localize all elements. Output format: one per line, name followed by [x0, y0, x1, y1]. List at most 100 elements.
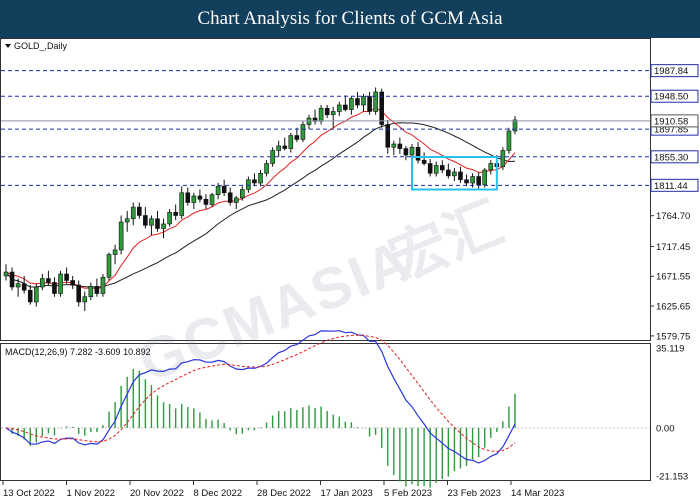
- candle: [3, 264, 9, 281]
- candle: [252, 173, 257, 187]
- time-tick-label: 8 Dec 2022: [194, 488, 243, 499]
- time-tick-label: 28 Dec 2022: [257, 488, 311, 499]
- candle: [482, 168, 488, 188]
- candle: [173, 204, 178, 221]
- candle: [276, 140, 281, 157]
- candle: [240, 186, 245, 201]
- candle: [209, 192, 215, 208]
- symbol-label: GOLD_,Daily: [5, 41, 68, 51]
- level-tag: [650, 89, 699, 103]
- candle: [421, 152, 427, 166]
- candle: [233, 196, 239, 209]
- candle: [379, 88, 384, 128]
- level-label: 1855.30: [654, 152, 688, 163]
- candle: [9, 267, 15, 291]
- candle: [221, 179, 227, 196]
- candle: [246, 176, 251, 193]
- level-tag: [650, 150, 699, 164]
- candle: [452, 168, 457, 182]
- price-tick-label: 1625.65: [656, 302, 690, 313]
- candle: [94, 278, 100, 297]
- candle: [137, 202, 142, 219]
- price-tick-label: 1717.45: [656, 242, 690, 253]
- price-tick-label: 1764.70: [656, 211, 690, 222]
- level-label: 1948.50: [654, 92, 688, 103]
- candle: [88, 282, 94, 300]
- candle: [185, 187, 191, 206]
- candle: [343, 95, 348, 112]
- candle: [100, 274, 106, 297]
- candle: [403, 145, 409, 161]
- candle: [488, 160, 494, 175]
- candle: [373, 87, 378, 115]
- price-axis: 1987.84 1948.50 1897.85 1855.30 1811.44 1910.…: [650, 64, 699, 342]
- candle: [46, 270, 51, 286]
- range-box: [410, 156, 498, 191]
- candle: [82, 291, 88, 312]
- candle: [385, 119, 391, 154]
- macd-label: MACD(12,26,9) 7.282 -3.609 10.892: [5, 347, 151, 357]
- time-tick-label: 17 Jan 2023: [321, 488, 373, 499]
- candles: [3, 87, 518, 312]
- candle: [197, 189, 203, 203]
- time-tick-label: 14 Mar 2023: [511, 488, 564, 499]
- current-price-tag: [650, 114, 699, 128]
- candle: [27, 285, 33, 305]
- candle: [264, 160, 269, 177]
- candle: [464, 174, 469, 187]
- candle: [33, 283, 39, 307]
- signal-line: [5, 334, 516, 452]
- candle: [167, 209, 172, 227]
- candle: [179, 186, 185, 219]
- candle: [155, 210, 160, 232]
- level-label: 1987.84: [654, 66, 688, 77]
- candle: [282, 137, 288, 151]
- candle: [52, 277, 57, 297]
- candle: [288, 132, 294, 153]
- candle: [124, 210, 130, 232]
- candle: [70, 275, 75, 289]
- macd-axis: 35.119 0.00 -21.153: [656, 344, 688, 483]
- symbol-text: GOLD_,Daily: [14, 41, 68, 51]
- candle: [21, 275, 27, 294]
- level-label: 1897.85: [654, 125, 688, 136]
- level-label: 1811.44: [654, 181, 688, 192]
- macd-tick-label: 35.119: [656, 344, 684, 355]
- macd-line: [5, 330, 516, 464]
- candle: [76, 280, 82, 307]
- candle: [367, 92, 372, 115]
- time-axis: 13 Oct 2022 1 Nov 2022 20 Nov 2022 8 Dec 20…: [2, 481, 564, 499]
- macd-tick-label: 0.00: [656, 423, 675, 434]
- consolidation-box: [410, 156, 498, 191]
- level-tag: [650, 64, 699, 78]
- candle: [300, 121, 306, 143]
- current-price-label: 1910.58: [654, 116, 688, 127]
- time-tick-label: 20 Nov 2022: [130, 488, 184, 499]
- candle: [258, 170, 263, 187]
- candle: [415, 142, 421, 164]
- candle: [106, 252, 112, 281]
- time-tick-label: 23 Feb 2023: [448, 488, 501, 499]
- candle: [427, 158, 433, 177]
- macd-indicator: [1, 330, 650, 488]
- candle: [143, 207, 148, 229]
- candle: [130, 202, 136, 226]
- candle: [191, 192, 197, 209]
- time-tick-label: 5 Feb 2023: [384, 488, 432, 499]
- candle: [64, 267, 69, 284]
- candle: [118, 215, 124, 255]
- candle: [397, 137, 403, 154]
- candle: [58, 270, 63, 297]
- candle: [391, 140, 397, 156]
- price-tick-label: 1671.55: [656, 272, 690, 283]
- candle: [349, 96, 354, 115]
- price-panel-frame: [0, 38, 651, 341]
- candle: [324, 105, 330, 118]
- candle: [439, 160, 445, 174]
- horizontal-levels: [1, 70, 650, 186]
- candle: [149, 215, 154, 235]
- time-tick-label: 13 Oct 2022: [3, 488, 55, 499]
- candle: [161, 218, 166, 239]
- page-title: Chart Analysis for Clients of GCM Asia: [0, 0, 700, 38]
- candle: [512, 116, 518, 135]
